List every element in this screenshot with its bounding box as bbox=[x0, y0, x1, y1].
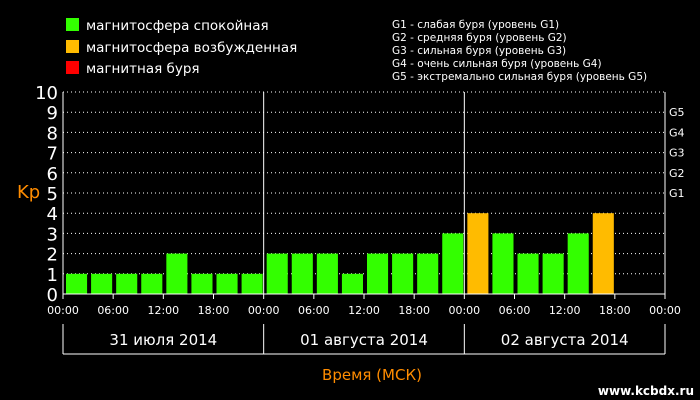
x-tick-label: 12:00 bbox=[549, 304, 581, 317]
x-tick-label: 00:00 bbox=[448, 304, 480, 317]
day-label: 31 июля 2014 bbox=[109, 331, 217, 349]
kp-bar bbox=[291, 253, 313, 294]
kp-bar bbox=[517, 253, 539, 294]
y-tick-label: 10 bbox=[35, 83, 58, 104]
kp-bar bbox=[241, 273, 263, 294]
x-tick-label: 00:00 bbox=[649, 304, 681, 317]
y-tick-label: 3 bbox=[47, 224, 58, 245]
legend-swatch-storm bbox=[66, 61, 79, 74]
kp-bar bbox=[66, 273, 88, 294]
y-tick-label: 6 bbox=[47, 164, 58, 185]
kp-bar bbox=[216, 273, 238, 294]
storm-axis-ticks: G1 G2 G3 G4 G5 bbox=[669, 106, 685, 200]
storm-tick-label: G1 bbox=[669, 187, 685, 200]
kp-bar bbox=[467, 213, 489, 294]
y-tick-label: 8 bbox=[47, 123, 58, 144]
watermark: www.kcbdx.ru bbox=[598, 384, 694, 398]
y-tick-label: 4 bbox=[47, 204, 58, 225]
kp-bar bbox=[191, 273, 213, 294]
kp-bar bbox=[392, 253, 414, 294]
kp-bar bbox=[266, 253, 288, 294]
storm-tick-label: G2 bbox=[669, 167, 685, 180]
x-tick-label: 18:00 bbox=[599, 304, 631, 317]
y-tick-label: 7 bbox=[47, 144, 58, 165]
bars-layer bbox=[66, 213, 614, 294]
storm-level-g5: G5 - экстремально сильная буря (уровень … bbox=[392, 71, 647, 83]
storm-tick-label: G3 bbox=[669, 147, 685, 160]
x-tick-label: 18:00 bbox=[398, 304, 430, 317]
legend-label-quiet: магнитосфера спокойная bbox=[86, 18, 269, 34]
kp-bar bbox=[341, 273, 363, 294]
grid-lines bbox=[63, 91, 665, 275]
storm-level-g2: G2 - средняя буря (уровень G2) bbox=[392, 32, 567, 44]
x-tick-label: 12:00 bbox=[147, 304, 179, 317]
legend-swatch-quiet bbox=[66, 18, 79, 31]
kp-bar bbox=[567, 233, 589, 294]
x-tick-label: 12:00 bbox=[348, 304, 380, 317]
x-tick-label: 06:00 bbox=[499, 304, 531, 317]
storm-level-g4: G4 - очень сильная буря (уровень G4) bbox=[392, 58, 602, 70]
kp-bar bbox=[116, 273, 138, 294]
x-tick-label: 06:00 bbox=[298, 304, 330, 317]
x-tick-label: 18:00 bbox=[198, 304, 230, 317]
kp-bar bbox=[316, 253, 338, 294]
kp-bar bbox=[492, 233, 514, 294]
storm-tick-label: G5 bbox=[669, 106, 685, 119]
legend-label-storm: магнитная буря bbox=[86, 61, 200, 77]
kp-bar bbox=[166, 253, 188, 294]
x-axis-ticks: 00:00 06:00 12:00 18:00 00:00 06:00 12:00 18:00… bbox=[47, 294, 681, 317]
kp-bar bbox=[442, 233, 464, 294]
y-axis-title: Kp bbox=[17, 182, 40, 203]
x-tick-label: 06:00 bbox=[97, 304, 129, 317]
kp-bar bbox=[367, 253, 389, 294]
storm-tick-label: G4 bbox=[669, 126, 685, 139]
x-axis-title: Время (МСК) bbox=[322, 366, 422, 384]
kp-bar bbox=[141, 273, 163, 294]
kp-bar bbox=[592, 213, 614, 294]
legend-swatch-active bbox=[66, 40, 79, 53]
y-tick-label: 5 bbox=[47, 184, 58, 205]
storm-level-g1: G1 - слабая буря (уровень G1) bbox=[392, 19, 559, 31]
x-tick-label: 00:00 bbox=[248, 304, 280, 317]
legend-label-active: магнитосфера возбужденная bbox=[86, 40, 297, 56]
kp-bar bbox=[91, 273, 113, 294]
day-label: 01 августа 2014 bbox=[300, 331, 428, 349]
y-tick-label: 2 bbox=[47, 245, 58, 266]
y-tick-label: 0 bbox=[47, 285, 58, 306]
storm-level-g3: G3 - сильная буря (уровень G3) bbox=[392, 45, 566, 57]
day-label: 02 августа 2014 bbox=[501, 331, 629, 349]
y-tick-label: 9 bbox=[47, 103, 58, 124]
kp-bar bbox=[542, 253, 564, 294]
day-brackets: 31 июля 2014 01 августа 2014 02 августа 20… bbox=[62, 324, 666, 355]
kp-bar bbox=[417, 253, 439, 294]
x-tick-label: 00:00 bbox=[47, 304, 79, 317]
y-tick-label: 1 bbox=[47, 265, 58, 286]
